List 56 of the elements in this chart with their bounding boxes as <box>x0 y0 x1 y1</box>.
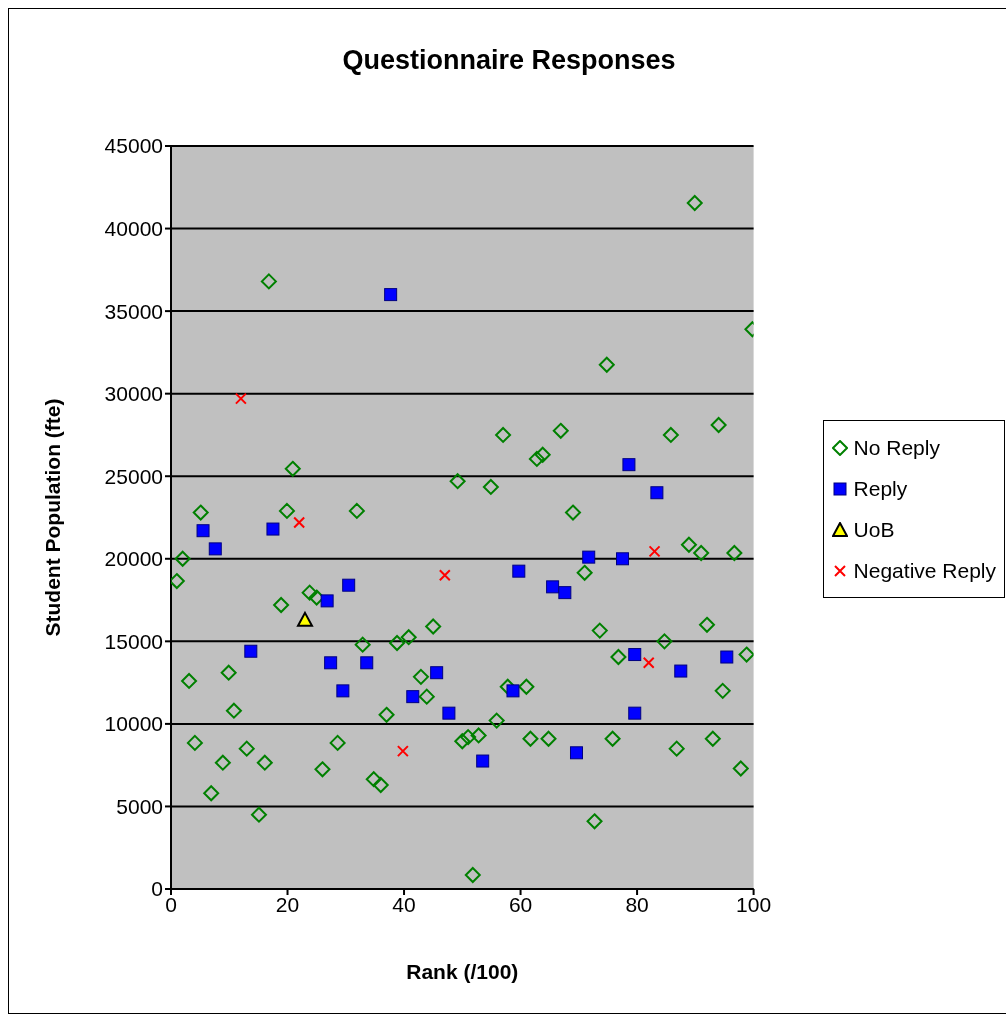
y-tick-label: 0 <box>151 877 163 901</box>
point <box>336 684 350 698</box>
point <box>506 684 520 698</box>
point <box>266 522 280 536</box>
point <box>622 458 636 472</box>
y-tick-label: 35000 <box>104 299 163 323</box>
y-tick-label: 15000 <box>104 629 163 653</box>
point <box>438 569 451 582</box>
point <box>244 644 258 658</box>
x-axis-title: Rank (/100) <box>406 960 519 983</box>
point <box>442 706 456 720</box>
point <box>648 545 661 558</box>
point <box>324 656 338 670</box>
legend-label: UoB <box>853 517 895 542</box>
point <box>546 580 560 594</box>
point <box>628 706 642 720</box>
point <box>569 746 583 760</box>
x-tick-label: 80 <box>625 892 649 916</box>
point <box>342 578 356 592</box>
y-tick-label: 40000 <box>104 217 163 241</box>
point <box>628 648 642 662</box>
point <box>384 288 398 302</box>
x-tick-label: 20 <box>275 892 300 916</box>
y-tick-label: 45000 <box>104 134 163 158</box>
y-tick-label: 10000 <box>104 712 163 736</box>
legend-label: Negative Reply <box>853 558 996 583</box>
x-tick-label: 100 <box>736 892 772 916</box>
point <box>297 611 313 627</box>
x-tick-label: 60 <box>508 892 533 916</box>
point <box>208 542 222 556</box>
y-tick-label: 30000 <box>104 382 163 406</box>
x-tick-label: 40 <box>392 892 416 916</box>
point <box>406 690 420 704</box>
point <box>476 754 490 768</box>
legend-label: Reply <box>853 476 908 501</box>
point <box>642 656 655 669</box>
point <box>650 486 664 500</box>
legend-label: No Reply <box>853 435 940 460</box>
point <box>196 524 210 538</box>
point <box>720 650 734 664</box>
point <box>396 745 409 758</box>
y-tick-label: 20000 <box>104 547 163 571</box>
point <box>360 656 374 670</box>
point <box>293 516 306 529</box>
y-tick-label: 5000 <box>116 794 163 818</box>
point <box>582 550 596 564</box>
chart-title: Questionnaire Responses <box>341 45 677 76</box>
point <box>616 552 630 566</box>
point <box>512 564 526 578</box>
y-axis-title: Student Population (fte) <box>41 398 65 637</box>
point <box>320 594 334 608</box>
y-tick-label: 25000 <box>104 464 163 488</box>
point <box>674 664 688 678</box>
point <box>430 666 444 680</box>
point <box>558 586 572 600</box>
point <box>234 392 247 405</box>
